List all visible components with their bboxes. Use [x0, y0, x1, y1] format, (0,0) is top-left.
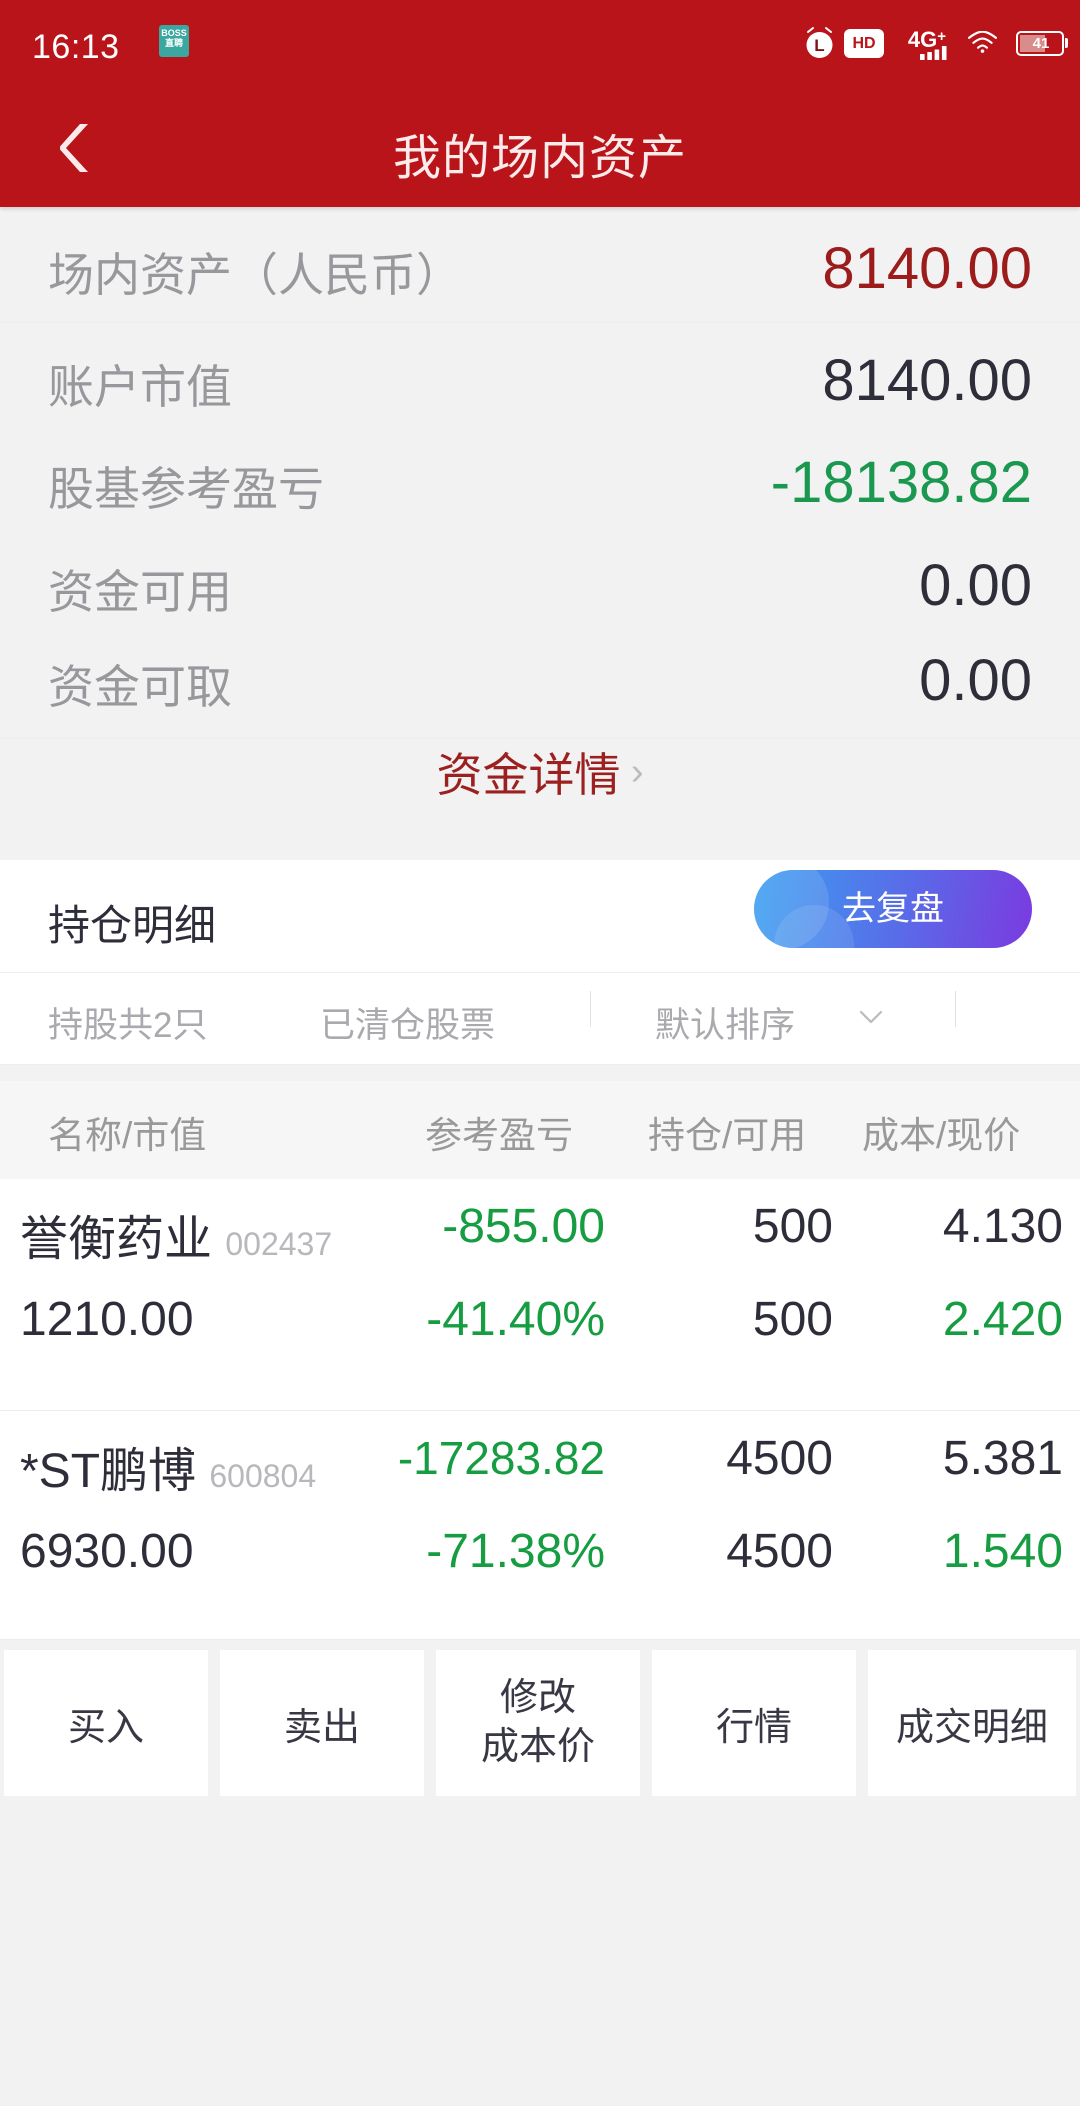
svg-text:L: L — [814, 36, 824, 55]
